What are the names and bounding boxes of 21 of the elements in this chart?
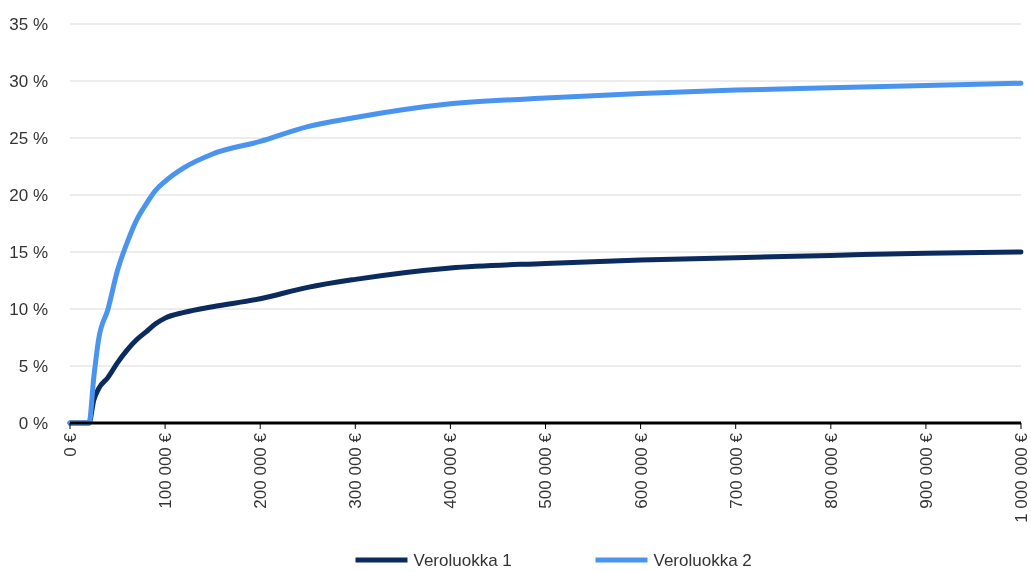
y-tick-label: 30 % bbox=[9, 71, 48, 91]
legend-label: Veroluokka 2 bbox=[653, 550, 752, 570]
y-tick-label: 35 % bbox=[9, 14, 48, 34]
x-tick-label: 0 € bbox=[60, 432, 80, 457]
x-tick-label: 200 000 € bbox=[251, 432, 271, 509]
x-tick-label: 800 000 € bbox=[821, 432, 841, 509]
x-tick-label: 700 000 € bbox=[726, 432, 746, 509]
x-tick-label: 500 000 € bbox=[536, 432, 556, 509]
y-tick-label: 25 % bbox=[9, 128, 48, 148]
x-tick-label: 300 000 € bbox=[346, 432, 366, 509]
y-tick-label: 0 % bbox=[18, 413, 48, 433]
x-tick-label: 600 000 € bbox=[631, 432, 651, 509]
y-tick-label: 20 % bbox=[9, 185, 48, 205]
legend-label: Veroluokka 1 bbox=[413, 550, 512, 570]
x-tick-label: 900 000 € bbox=[916, 432, 936, 509]
x-tick-label: 100 000 € bbox=[156, 432, 176, 509]
y-tick-label: 5 % bbox=[18, 356, 48, 376]
y-tick-label: 10 % bbox=[9, 299, 48, 319]
y-tick-label: 15 % bbox=[9, 242, 48, 262]
x-tick-label: 1 000 000 € bbox=[1011, 432, 1031, 523]
x-tick-label: 400 000 € bbox=[441, 432, 461, 509]
